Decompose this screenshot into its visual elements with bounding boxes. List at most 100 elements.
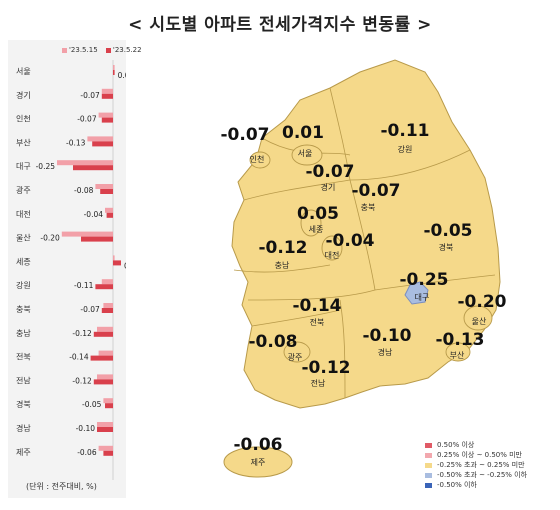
bar-curr [93,379,113,385]
bar-prev [97,326,113,332]
bar-prev [101,279,113,285]
jeju-island [223,446,293,478]
bar-curr [93,331,113,337]
region-value-label: -0.07 [352,181,401,201]
bar-prev [97,422,113,427]
bar-curr [81,236,113,242]
map-legend-row: 0.25% 이상 ~ 0.50% 미만 [425,450,527,460]
bar-category-label: 충북 [16,305,31,314]
region-name-label: 울산 [472,316,487,326]
bar-curr [103,450,113,456]
region-border [349,179,376,291]
map-legend-label: -0.50% 이하 [437,481,477,489]
map-legend-swatch [425,482,432,488]
bar-category-label: 충남 [16,329,31,338]
seoul-boundary [291,144,323,166]
region-value-label: -0.04 [326,231,375,251]
bar-value-label: -0.06 [77,448,97,457]
region-name-label: 인천 [250,154,265,164]
region-value-label: -0.11 [381,121,430,141]
bar-prev [57,160,113,166]
unit-note: (단위 : 전주대비, %) [26,482,97,491]
bar-curr [106,212,113,218]
bar-category-label: 대전 [16,209,31,219]
region-border [349,149,471,181]
region-value-label: -0.25 [400,270,449,290]
region-name-label: 충북 [361,203,376,212]
region-border [233,264,331,273]
daegu-region [404,281,429,305]
bar-curr [113,260,121,266]
region-name-label: 전북 [310,317,325,327]
bar-prev [105,207,113,213]
map-legend-row: -0.50% 초과 ~ -0.25% 이하 [425,470,527,480]
bar-value-label: -0.25 [36,162,56,171]
region-value-label: -0.06 [234,435,283,455]
region-name-label: 전남 [311,378,326,388]
bar-chart-panel: 서울 0.01 경기 -0.07 인천 -0.07 부산 -0.13 대구 -0.25 광주 -0.0… [8,40,142,498]
bar-curr [113,70,115,75]
bar-chart: 서울 0.01 경기 -0.07 인천 -0.07 부산 -0.13 대구 -0.25 광주 -0.0… [16,60,126,480]
bar-value-label: -0.08 [74,186,94,195]
bar-value-label: -0.13 [66,138,86,147]
bar-prev [113,65,115,70]
region-value-label: -0.08 [249,332,298,352]
bar-category-label: 대구 [16,162,31,171]
map-legend-label: 0.50% 이상 [437,441,475,449]
map-legend-row: 0.50% 이상 [425,440,527,450]
gwangju-boundary [283,341,311,363]
legend-label-prev: '23.5.15 [69,46,98,54]
bar-category-label: 광주 [16,185,31,195]
region-value-label: -0.13 [436,330,485,350]
region-name-label: 광주 [288,352,303,362]
region-value-label: -0.07 [306,162,355,182]
bar-curr [105,403,113,409]
region-name-label: 대구 [415,293,430,302]
bar-value-label: -0.07 [80,305,100,314]
bar-curr [92,141,113,147]
bar-prev [87,136,113,142]
region-name-label: 경남 [378,347,393,357]
map-legend-row: -0.50% 이하 [425,480,527,490]
region-border [243,179,351,201]
bar-category-label: 인천 [16,114,31,124]
bar-category-label: 제주 [16,448,31,457]
bar-value-label: -0.12 [72,376,92,385]
bar-prev [98,350,113,356]
region-border [339,299,346,399]
region-value-label: -0.05 [424,221,473,241]
bar-value-label: -0.07 [77,115,97,124]
bar-curr [97,427,113,432]
map-legend-label: 0.25% 이상 ~ 0.50% 미만 [437,451,523,459]
legend-swatch-curr [105,47,111,53]
bar-prev [98,112,113,118]
region-value-label: 0.01 [282,123,324,143]
region-name-label: 강원 [398,144,413,154]
region-name-label: 경기 [321,182,336,192]
bar-prev [103,398,113,404]
map-legend-label: -0.25% 초과 ~ 0.25% 미만 [437,461,525,469]
bar-prev [98,445,113,451]
region-value-label: -0.07 [221,125,270,145]
bar-category-label: 세종 [16,257,31,266]
bar-prev [97,374,113,380]
region-value-label: 0.05 [297,204,339,224]
sejong-boundary [300,209,322,237]
bar-value-label: -0.20 [40,234,60,243]
bar-prev [101,88,113,94]
region-name-label: 충남 [275,261,290,270]
bar-value-label: 0.01 [118,71,126,80]
legend-item-this-week: '23.5.22 [105,46,142,54]
region-name-label: 제주 [251,458,266,467]
ulsan-boundary [463,305,493,331]
bar-category-label: 부산 [16,137,31,147]
region-border [374,274,496,291]
bar-curr [101,93,113,99]
bar-value-label: -0.10 [76,424,96,433]
bar-category-label: 강원 [16,280,31,290]
map-legend-swatch [425,452,432,458]
bar-value-label: -0.05 [82,400,102,409]
bar-value-label: -0.11 [74,281,94,290]
region-value-label: -0.10 [363,326,412,346]
legend-item-prev-week: '23.5.15 [62,46,98,54]
